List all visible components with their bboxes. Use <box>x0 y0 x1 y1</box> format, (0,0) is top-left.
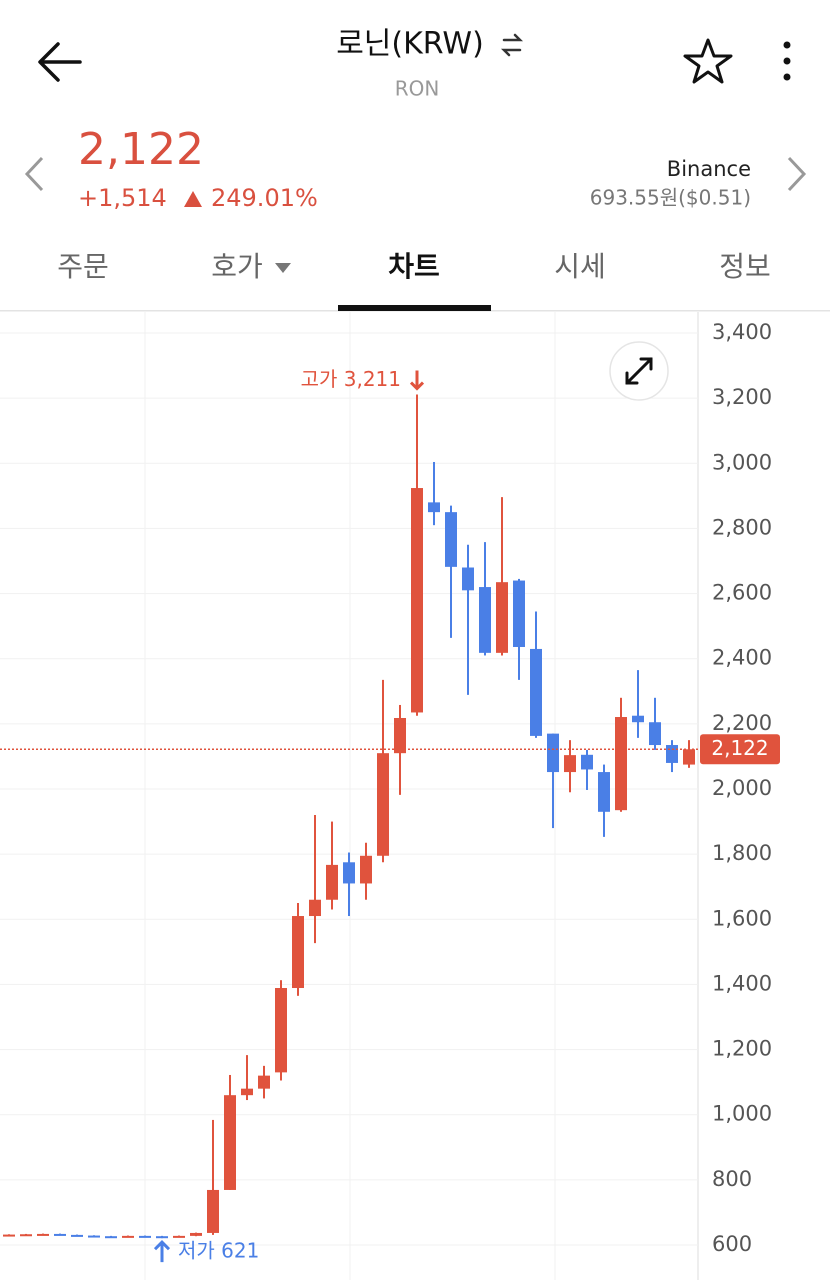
y-tick-label: 2,800 <box>712 515 772 539</box>
candle-body <box>377 753 389 856</box>
vertical-grid <box>144 312 556 1280</box>
y-tick-label: 2,200 <box>712 711 772 735</box>
y-tick-label: 1,600 <box>712 906 772 930</box>
candle-body <box>88 1235 100 1238</box>
candle-body <box>428 502 440 513</box>
high-label: 고가 3,211 <box>301 367 401 391</box>
y-tick-label: 2,400 <box>712 646 772 670</box>
tab-indicator <box>338 305 491 311</box>
prev-arrow[interactable] <box>24 156 44 192</box>
candle-body <box>190 1232 202 1236</box>
candle-body <box>479 587 491 653</box>
candle-body <box>343 862 355 884</box>
candle-body <box>258 1075 270 1089</box>
next-arrow[interactable] <box>787 156 807 192</box>
candle-body <box>224 1095 236 1190</box>
title: 로닌(KRW) <box>336 27 484 62</box>
y-tick-label: 2,000 <box>712 776 772 800</box>
change-rate: 249.01% <box>211 184 318 212</box>
candle-body <box>292 916 304 989</box>
y-tick-label: 2,600 <box>712 581 772 605</box>
candle-body <box>666 745 678 763</box>
tab[interactable]: 주문 <box>57 250 109 283</box>
candle-body <box>462 567 474 591</box>
y-tick-label: 800 <box>712 1167 752 1191</box>
exchange-price: 693.55원($0.51) <box>590 186 751 210</box>
candle-body <box>564 755 576 773</box>
candle-body <box>615 717 627 811</box>
candle-body <box>54 1233 66 1236</box>
current-price: 2,122 <box>78 124 204 175</box>
subtitle: RON <box>395 77 440 101</box>
candle-body <box>173 1235 185 1238</box>
candle-body <box>309 899 321 917</box>
candle-body <box>20 1234 32 1237</box>
exchange-name: Binance <box>667 157 751 181</box>
more-menu[interactable] <box>783 41 791 81</box>
candle-body <box>445 512 457 567</box>
y-tick-label: 3,400 <box>712 320 772 344</box>
high-arrow <box>409 370 425 391</box>
candle-body <box>530 648 542 736</box>
y-tick-label: 1,800 <box>712 841 772 865</box>
candle-body <box>156 1236 168 1239</box>
candle-body <box>513 580 525 647</box>
candle-body <box>326 864 338 900</box>
up-triangle <box>184 191 202 207</box>
tab[interactable]: 정보 <box>719 250 771 283</box>
tab-active[interactable]: 차트 <box>388 250 440 283</box>
candle-body <box>547 733 559 773</box>
y-tick-label: 3,200 <box>712 385 772 409</box>
candle-body <box>394 717 406 754</box>
favorite-star[interactable] <box>683 38 733 84</box>
y-tick-label: 1,200 <box>712 1037 772 1061</box>
candle-body <box>275 988 287 1073</box>
low-label: 저가 621 <box>178 1239 259 1263</box>
last-price-label: 2,122 <box>711 736 768 760</box>
candle-body <box>496 582 508 653</box>
candle-body <box>598 772 610 812</box>
back-button[interactable] <box>38 42 82 82</box>
y-tick-label: 1,000 <box>712 1102 772 1126</box>
candle-body <box>139 1235 151 1238</box>
y-tick-label: 3,000 <box>712 450 772 474</box>
candle-body <box>3 1234 15 1237</box>
candle-body <box>632 715 644 723</box>
y-tick-label: 1,400 <box>712 971 772 995</box>
tab[interactable]: 호가 <box>211 250 263 283</box>
candle-body <box>411 488 423 713</box>
candle-body <box>360 855 372 884</box>
candle-body <box>683 749 695 765</box>
dropdown-icon <box>275 263 291 273</box>
swap-icon[interactable] <box>500 33 524 57</box>
price-change: +1,514 <box>78 184 167 212</box>
last-price-box <box>700 734 780 765</box>
candle-body <box>649 722 661 746</box>
tab[interactable]: 시세 <box>554 250 606 283</box>
candle-body <box>581 754 593 770</box>
candle-body <box>105 1236 117 1239</box>
expand-button[interactable] <box>609 341 669 401</box>
candle-body <box>122 1235 134 1238</box>
candle-body <box>241 1088 253 1096</box>
candle-body <box>207 1189 219 1233</box>
low-arrow <box>153 1240 171 1263</box>
y-tick-label: 600 <box>712 1232 752 1256</box>
candle-body <box>71 1234 83 1237</box>
candle-body <box>37 1233 49 1236</box>
